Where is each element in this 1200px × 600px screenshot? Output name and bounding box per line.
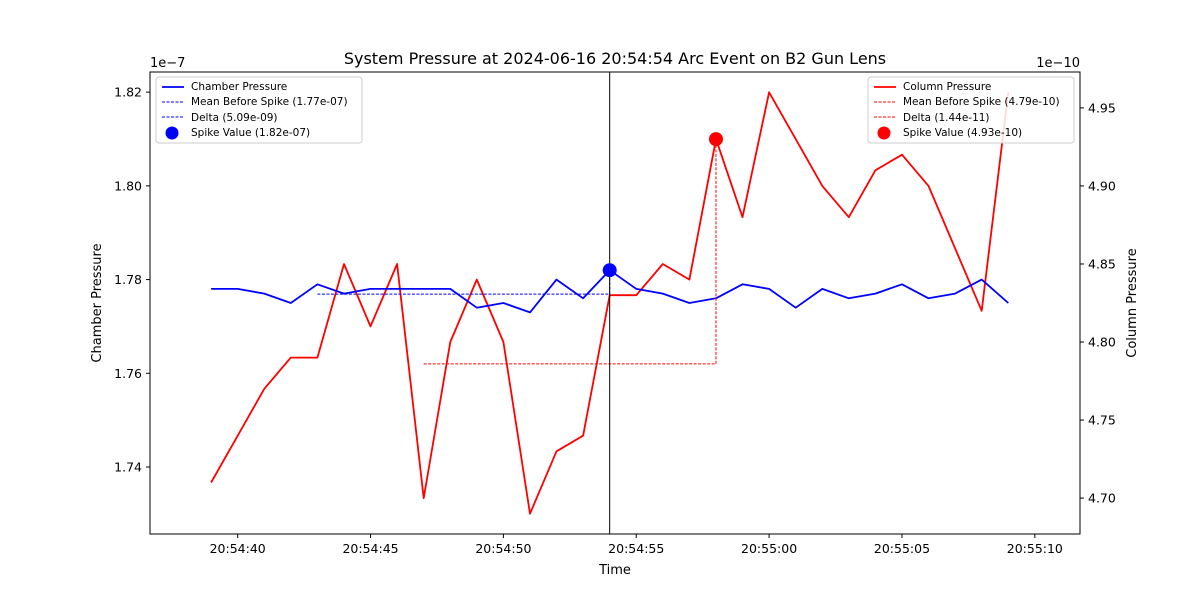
legend-column-spike-swatch	[877, 126, 891, 140]
left-y-tick-label: 1.74	[114, 459, 142, 474]
left-y-axis-label: Chamber Pressure	[90, 243, 105, 362]
legend-column-pressure: Column Pressure	[903, 81, 991, 93]
legend-chamber-mean: Mean Before Spike (1.77e-07)	[191, 96, 348, 108]
right-y-tick-label: 4.70	[1088, 491, 1116, 506]
legend-column-delta: Delta (1.44e-11)	[903, 112, 990, 124]
chart-title: System Pressure at 2024-06-16 20:54:54 A…	[344, 49, 886, 68]
right-y-tick-label: 4.85	[1088, 256, 1116, 271]
left-y-tick-label: 1.76	[114, 366, 142, 381]
legend-column: Column Pressure Mean Before Spike (4.79e…	[867, 76, 1075, 144]
right-y-tick-label: 4.75	[1088, 413, 1116, 428]
right-y-axis: 4.70 4.75 4.80 4.85 4.90 4.95	[1080, 100, 1116, 506]
legend-chamber-spike-swatch	[165, 126, 179, 140]
right-y-axis-label: Column Pressure	[1125, 248, 1140, 357]
x-tick-label: 20:55:00	[741, 541, 797, 556]
legend-chamber-pressure: Chamber Pressure	[191, 81, 287, 93]
series-layer	[210, 72, 1010, 534]
x-tick-label: 20:54:40	[210, 541, 266, 556]
legend-column-box	[867, 76, 1075, 144]
x-tick-label: 20:55:05	[874, 541, 930, 556]
left-y-axis: 1.74 1.76 1.78 1.80 1.82	[114, 85, 150, 474]
x-tick-label: 20:54:55	[608, 541, 664, 556]
right-y-tick-label: 4.80	[1088, 335, 1116, 350]
right-y-tick-label: 4.90	[1088, 178, 1116, 193]
left-offset-label: 1e−7	[150, 56, 185, 71]
x-tick-label: 20:54:50	[475, 541, 531, 556]
left-y-tick-label: 1.78	[114, 272, 142, 287]
legend-column-spike: Spike Value (4.93e-10)	[903, 127, 1022, 139]
legend-chamber-spike: Spike Value (1.82e-07)	[191, 127, 310, 139]
left-y-tick-label: 1.82	[114, 85, 142, 100]
x-tick-label: 20:55:10	[1007, 541, 1063, 556]
right-y-tick-label: 4.95	[1088, 100, 1116, 115]
right-offset-label: 1e−10	[1036, 56, 1080, 71]
x-tick-label: 20:54:45	[342, 541, 398, 556]
left-y-tick-label: 1.80	[114, 178, 142, 193]
x-axis: 20:54:40 20:54:45 20:54:50 20:54:55 20:55:00…	[210, 534, 1063, 556]
legend-chamber-box	[155, 76, 363, 144]
plot-frame	[149, 71, 1081, 535]
legend-column-mean: Mean Before Spike (4.79e-10)	[903, 96, 1060, 108]
chamber-spike-marker	[602, 263, 617, 278]
x-axis-label: Time	[598, 563, 631, 578]
legend-chamber: Chamber Pressure Mean Before Spike (1.77…	[155, 76, 363, 144]
column-spike-marker	[708, 132, 723, 147]
legend-chamber-delta: Delta (5.09e-09)	[191, 112, 278, 124]
